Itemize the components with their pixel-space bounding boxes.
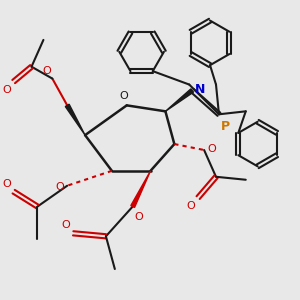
Text: O: O (207, 143, 216, 154)
Text: O: O (186, 201, 195, 211)
Polygon shape (165, 89, 194, 111)
Text: N: N (195, 82, 206, 95)
Text: O: O (2, 179, 11, 189)
Polygon shape (131, 171, 151, 208)
Text: O: O (61, 220, 70, 230)
Text: O: O (119, 91, 128, 101)
Text: O: O (2, 85, 11, 94)
Text: O: O (56, 182, 64, 192)
Polygon shape (65, 104, 85, 135)
Text: P: P (220, 120, 230, 133)
Text: O: O (42, 66, 51, 76)
Text: O: O (134, 212, 143, 223)
